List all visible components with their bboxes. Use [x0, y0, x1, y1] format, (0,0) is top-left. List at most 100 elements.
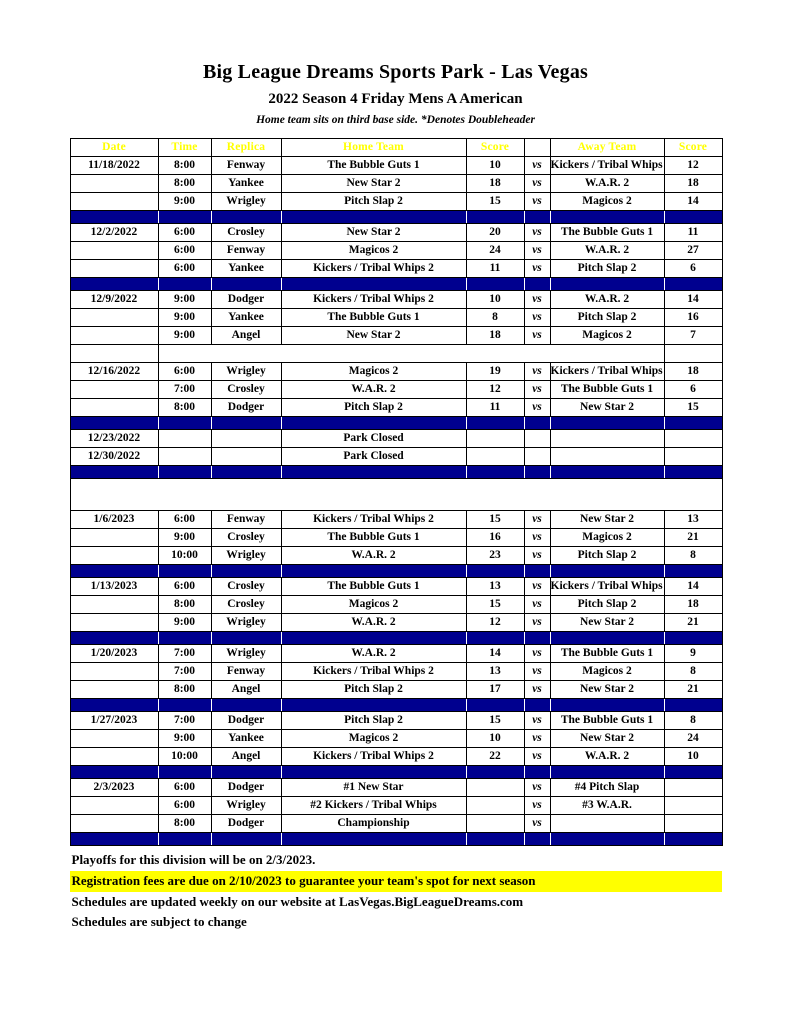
cell-away-team	[549, 813, 665, 833]
table-row: 2/3/2023 6:00 Dodger #1 New Star vs #4 Pitch …	[69, 777, 723, 797]
separator-cell	[549, 209, 665, 224]
cell-away-team: New Star 2	[549, 509, 665, 529]
cell-home-score: 13	[465, 661, 525, 681]
notice-row-red: 1/6 -Rosters are frozen after tonight, o…	[69, 477, 723, 511]
cell-away-team: Magicos 2	[549, 191, 665, 211]
cell-vs: vs	[523, 361, 551, 381]
notice-pad-right	[663, 343, 723, 363]
separator-cell	[69, 209, 159, 224]
separator-cell	[210, 276, 282, 291]
table-row: 8:00 Crosley Magicos 2 15 vs Pitch Slap 2 18	[69, 594, 723, 614]
cell-vs: vs	[523, 545, 551, 565]
cell-date: 1/6/2023	[69, 509, 159, 529]
cell-date: 12/2/2022	[69, 222, 159, 242]
separator-cell	[69, 276, 159, 291]
separator-cell	[280, 563, 467, 578]
cell-vs: vs	[523, 289, 551, 309]
cell-replica: Crosley	[210, 379, 282, 399]
cell-vs: vs	[523, 612, 551, 632]
cell-date	[69, 527, 159, 547]
cell-vs: vs	[523, 777, 551, 797]
cell-date: 1/13/2023	[69, 576, 159, 596]
separator-cell	[210, 209, 282, 224]
cell-date	[69, 594, 159, 614]
cell-away-score	[663, 795, 723, 815]
cell-date	[69, 612, 159, 632]
separator-cell	[465, 209, 525, 224]
section-separator-row	[69, 276, 723, 291]
cell-home-team: Kickers / Tribal Whips 2	[280, 661, 467, 681]
notice-red-line-2: Please check carefully as changes will n…	[237, 495, 555, 508]
table-row: 7:00 Fenway Kickers / Tribal Whips 2 13 vs Ma…	[69, 661, 723, 681]
cell-date: 12/16/2022	[69, 361, 159, 381]
cell-away-score: 16	[663, 307, 723, 327]
cell-vs: vs	[523, 643, 551, 663]
cell-time: 8:00	[157, 397, 212, 417]
cell-away-team: New Star 2	[549, 728, 665, 748]
cell-home-team: New Star 2	[280, 173, 467, 193]
cell-replica: Fenway	[210, 509, 282, 529]
separator-cell	[69, 697, 159, 712]
cell-time: 8:00	[157, 813, 212, 833]
cell-time: 6:00	[157, 795, 212, 815]
cell-home-team: Pitch Slap 2	[280, 679, 467, 699]
cell-away-team: Pitch Slap 2	[549, 307, 665, 327]
cell-time	[157, 428, 212, 448]
cell-vs: vs	[523, 746, 551, 766]
table-row: 9:00 Wrigley W.A.R. 2 12 vs New Star 2 21	[69, 612, 723, 632]
cell-home-score	[465, 777, 525, 797]
cell-vs: vs	[523, 679, 551, 699]
cell-home-score: 15	[465, 710, 525, 730]
separator-cell	[465, 464, 525, 479]
separator-cell	[210, 831, 282, 846]
table-row: 1/27/2023 7:00 Dodger Pitch Slap 2 15 vs The B…	[69, 710, 723, 730]
separator-cell	[280, 764, 467, 779]
separator-cell	[523, 831, 551, 846]
cell-home-score	[465, 795, 525, 815]
column-header-away-team: Away Team	[549, 137, 665, 157]
separator-cell	[523, 563, 551, 578]
notice-red-line-1: 1/6 -Rosters are frozen after tonight, o…	[124, 479, 668, 492]
cell-home-team: The Bubble Guts 1	[280, 155, 467, 175]
cell-vs: vs	[523, 576, 551, 596]
separator-cell	[663, 464, 723, 479]
separator-cell	[69, 630, 159, 645]
cell-time: 10:00	[157, 545, 212, 565]
cell-away-score: 11	[663, 222, 723, 242]
cell-replica: Yankee	[210, 258, 282, 278]
cell-away-score: 18	[663, 173, 723, 193]
cell-away-score: 14	[663, 576, 723, 596]
notice-text-red: 1/6 -Rosters are frozen after tonight, o…	[69, 477, 723, 511]
cell-replica: Wrigley	[210, 643, 282, 663]
section-separator-row	[69, 464, 723, 479]
separator-cell	[157, 563, 212, 578]
cell-vs: vs	[523, 191, 551, 211]
cell-home-score: 24	[465, 240, 525, 260]
cell-home-team: Kickers / Tribal Whips 2	[280, 746, 467, 766]
cell-time: 8:00	[157, 594, 212, 614]
cell-away-score: 8	[663, 710, 723, 730]
cell-time: 7:00	[157, 379, 212, 399]
table-header-row: Date Time Replica Home Team Score Away T…	[69, 137, 723, 157]
notice-text-blue: 12/16 - All fees are due by the end of t…	[157, 343, 665, 363]
cell-replica: Dodger	[210, 777, 282, 797]
cell-replica: Angel	[210, 325, 282, 345]
cell-home-score: 11	[465, 258, 525, 278]
cell-away-team: Magicos 2	[549, 661, 665, 681]
cell-home-score: 23	[465, 545, 525, 565]
cell-home-score	[465, 813, 525, 833]
cell-date: 12/9/2022	[69, 289, 159, 309]
table-row: 10:00 Angel Kickers / Tribal Whips 2 22 vs W.…	[69, 746, 723, 766]
separator-cell	[549, 764, 665, 779]
cell-time: 9:00	[157, 307, 212, 327]
cell-date	[69, 191, 159, 211]
cell-away-team: The Bubble Guts 1	[549, 643, 665, 663]
cell-away-team: Magicos 2	[549, 527, 665, 547]
separator-cell	[549, 563, 665, 578]
cell-home-team: Park Closed	[280, 428, 467, 448]
separator-cell	[157, 697, 212, 712]
cell-vs: vs	[523, 155, 551, 175]
separator-cell	[157, 764, 212, 779]
cell-vs: vs	[523, 307, 551, 327]
cell-replica: Yankee	[210, 173, 282, 193]
